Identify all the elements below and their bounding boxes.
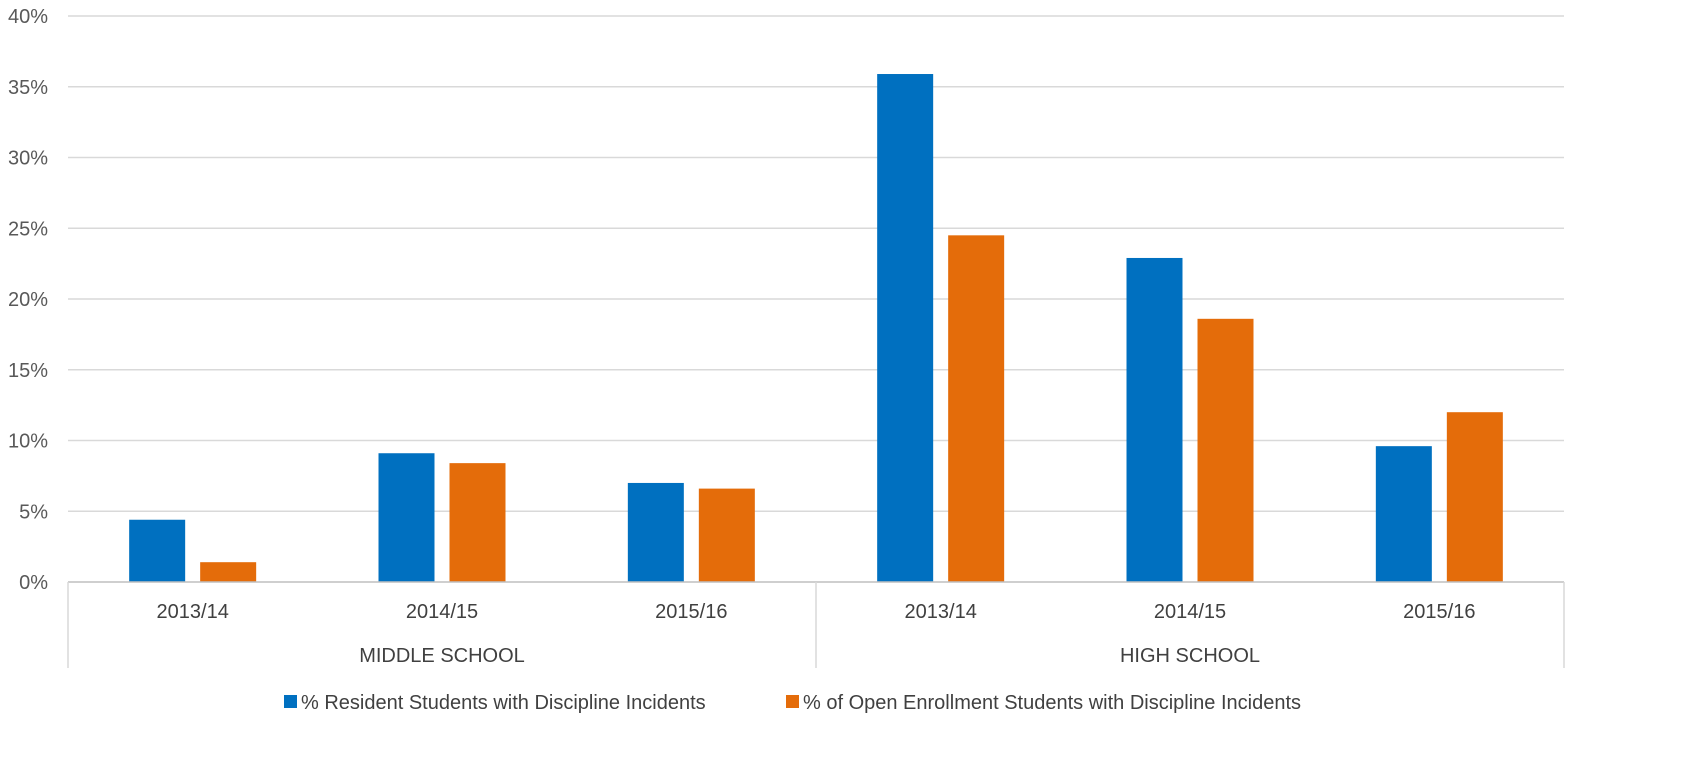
y-tick-label: 10% <box>8 431 48 453</box>
legend-swatch <box>786 695 799 708</box>
x-category-label: 2014/15 <box>1154 601 1226 623</box>
x-group-label: MIDDLE SCHOOL <box>359 645 525 667</box>
x-axis: 2013/14 2014/15 2015/16 2013/14 2014/15 2015/… <box>67 581 1565 668</box>
bar-open-enrollment <box>200 562 257 582</box>
bar-resident <box>877 74 934 582</box>
y-tick-label: 0% <box>19 572 48 594</box>
y-tick-label: 25% <box>8 218 48 240</box>
y-tick-label: 20% <box>8 289 48 311</box>
y-tick-label: 40% <box>8 6 48 28</box>
bar-resident <box>378 453 435 582</box>
x-category-label: 2015/16 <box>655 601 727 623</box>
bar-open-enrollment <box>1197 318 1254 582</box>
y-tick-label: 30% <box>8 148 48 170</box>
x-category-label: 2013/14 <box>157 601 229 623</box>
bars <box>129 74 1503 582</box>
y-tick-label: 5% <box>19 501 48 523</box>
legend-label: % of Open Enrollment Students with Disci… <box>803 692 1301 714</box>
x-category-label: 2014/15 <box>406 601 478 623</box>
bar-resident <box>129 519 186 582</box>
legend-item: % of Open Enrollment Students with Disci… <box>786 692 1301 714</box>
bar-resident <box>627 482 684 582</box>
legend-swatch <box>284 695 297 708</box>
bar-resident <box>1126 257 1183 582</box>
x-category-label: 2013/14 <box>905 601 977 623</box>
gridlines <box>68 15 1564 512</box>
bar-open-enrollment <box>948 235 1005 582</box>
bar-open-enrollment <box>698 488 755 582</box>
x-group-label: HIGH SCHOOL <box>1120 645 1260 667</box>
bar-open-enrollment <box>1446 412 1503 582</box>
y-tick-label: 35% <box>8 77 48 99</box>
bar-resident <box>1375 446 1432 582</box>
bar-open-enrollment <box>449 463 506 582</box>
legend-item: % Resident Students with Discipline Inci… <box>284 692 706 714</box>
legend: % Resident Students with Discipline Inci… <box>284 692 1301 714</box>
y-axis: 0% 5% 10% 15% 20% 25% 30% 35% 40% <box>8 6 48 594</box>
x-category-label: 2015/16 <box>1403 601 1475 623</box>
y-tick-label: 15% <box>8 360 48 382</box>
legend-label: % Resident Students with Discipline Inci… <box>301 692 706 714</box>
